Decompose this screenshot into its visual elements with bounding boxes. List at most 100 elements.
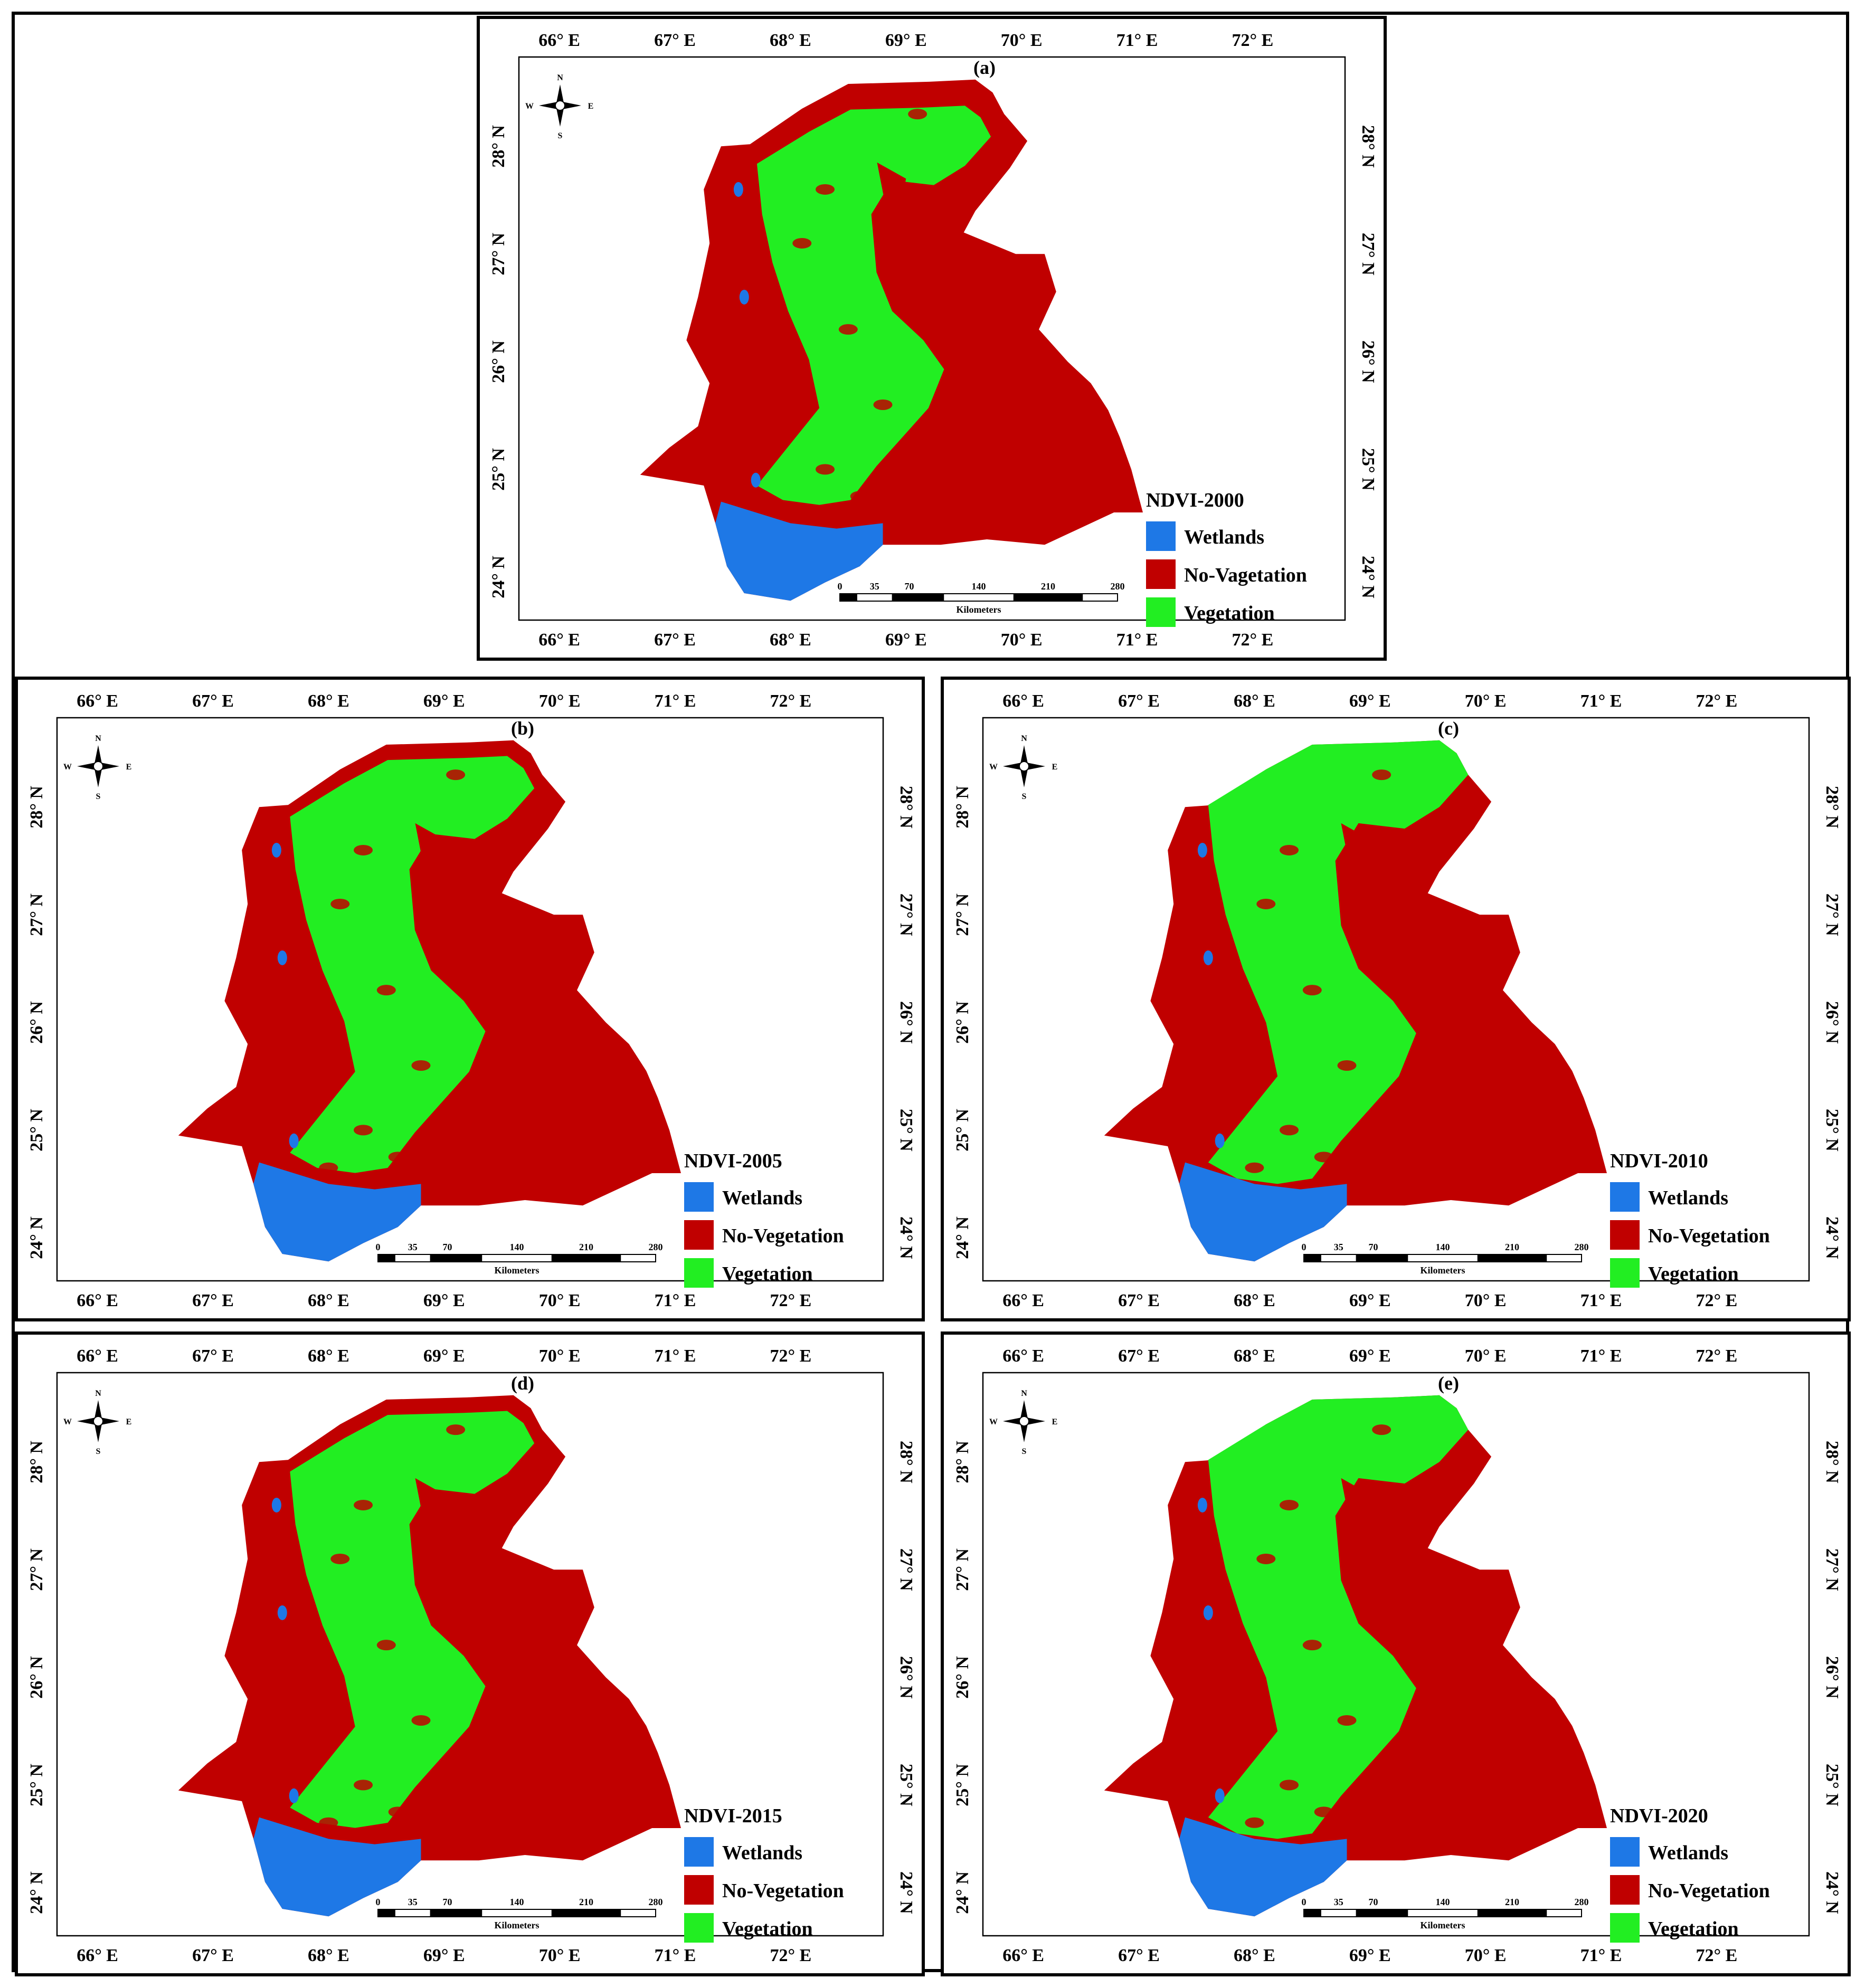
compass-rose-icon: N S E W [989,1389,1057,1456]
longitude-label-top: 66° E [77,691,118,711]
no-vegetation-patch [1302,1640,1322,1651]
longitude-label-top: 69° E [1349,1346,1391,1366]
legend-item-vegetation: Vegetation [1184,602,1275,624]
wetlands-region [1179,1817,1347,1917]
compass-e: E [126,763,132,772]
scale-bar: 0 35 70 140 210 280 Kilometers [838,581,1125,615]
scale-unit: Kilometers [495,1265,539,1276]
scale-tick-label: 35 [408,1897,418,1907]
latitude-label-right: 26° N [1822,1001,1842,1044]
wetland-spot [1203,950,1213,965]
scale-tick-label: 140 [510,1897,524,1907]
latitude-label-right: 27° N [1822,1548,1842,1591]
compass-rose-icon: N S E W [63,734,131,801]
compass-e: E [126,1418,132,1426]
panel-label: (a) [973,57,996,78]
longitude-label-top: 72° E [1232,31,1274,50]
wetlands-region [1179,1162,1347,1262]
longitude-label-bottom: 67° E [654,630,696,650]
legend-item-wetlands: Wetlands [1648,1842,1728,1864]
scale-bar: 0 35 70 140 210 280 Kilometers [1302,1242,1589,1276]
no-vegetation-strip [415,1478,444,1613]
legend-item-wetlands-swatch [684,1182,714,1212]
latitude-label-left: 24° N [27,1871,46,1914]
longitude-label-top: 72° E [770,691,812,711]
longitude-label-top: 69° E [423,1346,465,1366]
wetland-spot [733,182,743,197]
longitude-label-bottom: 67° E [192,1946,234,1965]
longitude-label-top: 69° E [1349,691,1391,711]
legend-item-vegetation: Vegetation [1648,1918,1739,1940]
scale-tick-label: 35 [408,1242,418,1252]
legend-item-wetlands: Wetlands [722,1842,802,1864]
scale-unit: Kilometers [1421,1265,1465,1276]
longitude-label-top: 66° E [1002,691,1044,711]
legend-item-vegetation-swatch [1610,1913,1640,1943]
longitude-label-bottom: 71° E [655,1291,696,1310]
scale-bar: 0 35 70 140 210 280 Kilometers [1302,1897,1589,1930]
scale-unit: Kilometers [1421,1920,1465,1930]
legend-item-no-vegetation-swatch [684,1875,714,1905]
longitude-label-bottom: 66° E [77,1946,118,1965]
legend: NDVI-2005 Wetlands No-Vegetation Vegetation [684,1150,844,1288]
scale-tick-label: 140 [972,581,986,592]
longitude-label-bottom: 68° E [1234,1291,1275,1310]
latitude-label-left: 28° N [27,1441,46,1483]
legend-item-vegetation-swatch [1146,597,1176,627]
legend-item-vegetation: Vegetation [722,1918,813,1940]
no-vegetation-patch [1337,1060,1357,1071]
longitude-label-top: 67° E [192,1346,234,1366]
longitude-label-top: 71° E [655,1346,696,1366]
wetlands-region [253,1817,421,1917]
longitude-label-top: 72° E [1696,1346,1738,1366]
longitude-label-top: 71° E [655,691,696,711]
scale-unit: Kilometers [495,1920,539,1930]
longitude-label-bottom: 70° E [1001,630,1043,650]
scale-tick-label: 35 [870,581,879,592]
latitude-label-right: 25° N [1822,1764,1842,1806]
latitude-label-left: 25° N [953,1109,972,1152]
legend-item-wetlands-swatch [684,1837,714,1867]
map-panel-e: 66° E 66° E 67° E 67° E 68° E 68° E 69° E 69° E… [941,1331,1851,1976]
no-vegetation-patch [411,1715,431,1726]
latitude-label-right: 27° N [1822,893,1842,936]
no-vegetation-patch [1245,1162,1264,1173]
longitude-label-top: 70° E [1465,1346,1507,1366]
compass-e: E [1052,1418,1058,1426]
longitude-label-bottom: 71° E [655,1946,696,1965]
longitude-label-bottom: 71° E [1116,630,1158,650]
scale-tick-label: 210 [1505,1897,1519,1907]
no-vegetation-patch [330,1553,350,1564]
map-svg: 66° E 66° E 67° E 67° E 68° E 68° E 69° E 69° E… [15,677,925,1321]
vegetation-region [756,106,991,505]
no-vegetation-patch [411,1060,431,1071]
longitude-label-bottom: 67° E [192,1291,234,1310]
legend: NDVI-2000 Wetlands No-Vagetation Vegetation [1146,489,1307,627]
wetland-spot [271,842,281,858]
scale-tick-label: 0 [1302,1242,1307,1252]
longitude-label-top: 68° E [770,31,811,50]
legend-item-no-vegetation: No-Vegetation [722,1225,844,1247]
compass-rose-icon: N S E W [63,1389,131,1456]
scale-tick-label: 210 [1041,581,1055,592]
no-vegetation-patch [1280,844,1299,855]
longitude-label-top: 70° E [1001,31,1043,50]
latitude-label-right: 28° N [896,786,916,829]
latitude-label-left: 24° N [953,1216,972,1259]
compass-rose-icon: N S E W [989,734,1057,801]
no-vegetation-patch [781,501,800,512]
map-svg: 66° E 66° E 67° E 67° E 68° E 68° E 69° E 69° E… [941,677,1851,1321]
wetland-spot [271,1497,281,1513]
legend-item-wetlands: Wetlands [1648,1187,1728,1209]
legend-item-wetlands: Wetlands [722,1187,802,1209]
no-vegetation-patch [1245,1817,1264,1828]
compass-n: N [1021,734,1027,743]
latitude-label-left: 27° N [953,893,972,936]
latitude-label-right: 25° N [896,1764,916,1806]
compass-rose-icon: N S E W [525,73,593,140]
scale-tick-label: 70 [1369,1242,1378,1252]
vegetation-region [1208,740,1469,1184]
no-vegetation-patch [1280,1780,1299,1791]
compass-s: S [96,792,101,801]
